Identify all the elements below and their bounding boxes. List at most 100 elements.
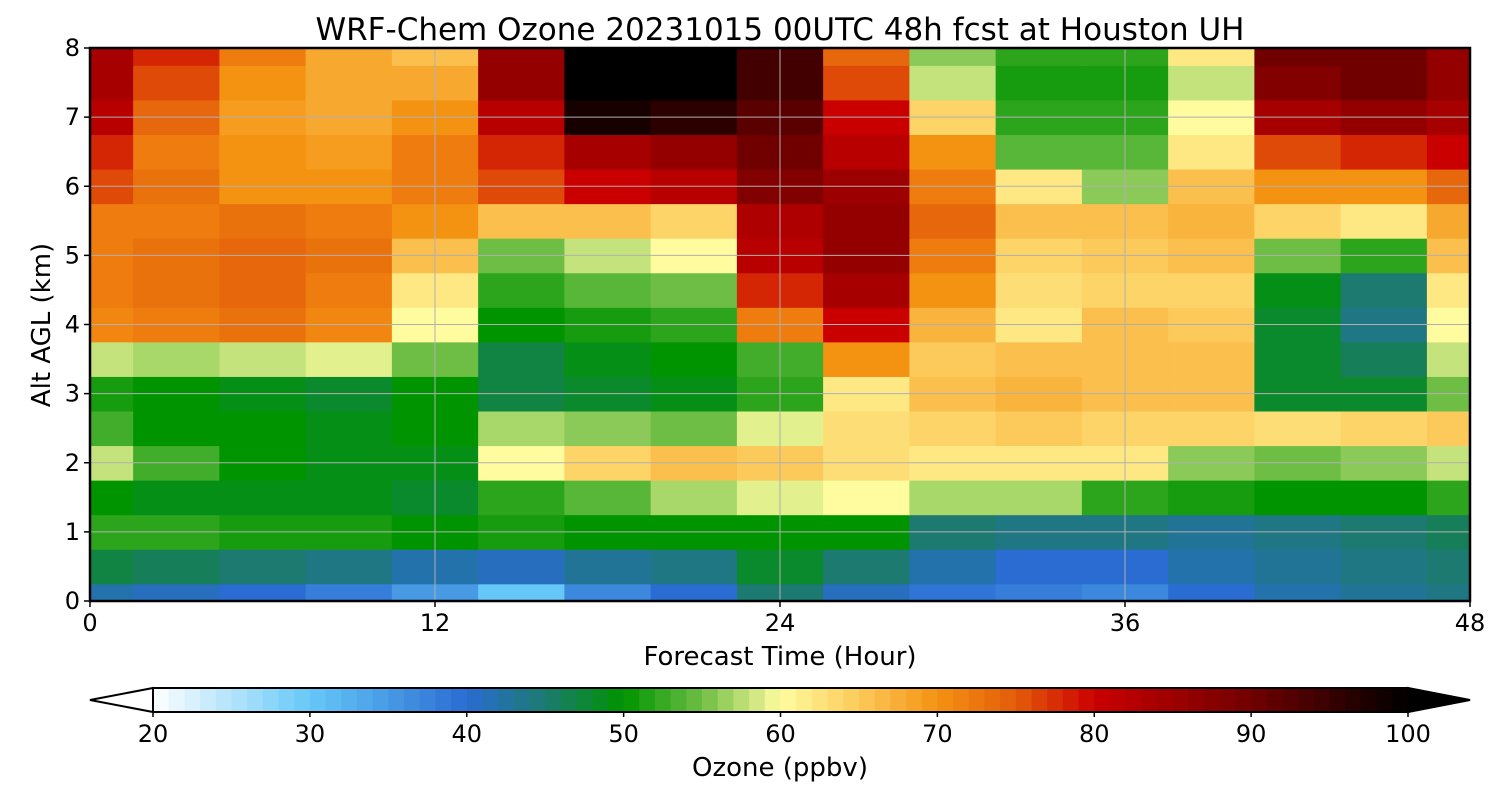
colorbar-swatch <box>733 688 750 712</box>
heatmap-cell <box>1340 480 1428 516</box>
colorbar-swatch <box>1345 688 1362 712</box>
heatmap-cell <box>1168 203 1255 239</box>
x-axis-ticks: 0 12 24 36 48 <box>82 601 1485 637</box>
heatmap-cell <box>219 48 307 66</box>
colorbar-swatch <box>1031 688 1048 712</box>
colorbar-swatch <box>1047 688 1064 712</box>
heatmap-cell <box>1168 272 1255 308</box>
colorbar-swatch <box>796 688 813 712</box>
colorbar-swatch <box>670 688 687 712</box>
colorbar-swatch <box>921 688 938 712</box>
heatmap-cell <box>1426 203 1471 239</box>
x-tick-label: 36 <box>1110 609 1141 637</box>
heatmap-cell <box>478 480 565 516</box>
heatmap-cell <box>133 480 220 516</box>
colorbar-swatch <box>247 688 264 712</box>
colorbar-swatch <box>1282 688 1299 712</box>
colorbar-swatch <box>1015 688 1032 712</box>
heatmap-cell <box>909 341 997 377</box>
heatmap-cell <box>995 65 1083 101</box>
x-axis-label: Forecast Time (Hour) <box>643 642 916 672</box>
colorbar-swatch <box>1298 688 1315 712</box>
colorbar-swatch <box>984 688 1001 712</box>
heatmap-cell <box>909 134 997 170</box>
heatmap-cell <box>219 272 307 308</box>
colorbar-swatch <box>639 688 656 712</box>
colorbar-swatch <box>545 688 562 712</box>
heatmap-cell <box>909 583 997 602</box>
colorbar-swatch <box>1109 688 1127 712</box>
heatmap-cell <box>909 410 997 447</box>
heatmap-cell <box>219 341 307 377</box>
colorbar-swatch <box>231 688 248 712</box>
heatmap-cell <box>478 549 565 585</box>
colorbar-swatch <box>906 688 923 712</box>
colorbar-swatch <box>451 688 468 712</box>
colorbar-swatch <box>466 688 483 712</box>
heatmap-cell <box>1340 134 1428 170</box>
heatmap-cell <box>1426 410 1471 447</box>
heatmap-cell <box>305 583 393 602</box>
x-tick-label: 0 <box>82 609 97 637</box>
y-tick-label: 4 <box>65 311 80 339</box>
heatmap-cell <box>564 583 652 602</box>
colorbar-swatch <box>153 688 170 712</box>
colorbar-swatch <box>1360 688 1378 712</box>
colorbar-swatch <box>749 688 766 712</box>
colorbar-tick-label: 90 <box>1236 720 1267 748</box>
heatmap-cell <box>1254 583 1342 602</box>
heatmap-cell <box>564 410 652 447</box>
colorbar-swatch <box>1266 688 1283 712</box>
x-tick-label: 48 <box>1455 609 1486 637</box>
heatmap-cell <box>823 480 910 516</box>
heatmap-cell <box>90 65 134 101</box>
heatmap-cell <box>564 272 652 308</box>
colorbar-swatch <box>1094 688 1111 712</box>
heatmap-cell <box>90 134 134 170</box>
heatmap-cell <box>1254 65 1342 101</box>
colorbar-swatch <box>529 688 546 712</box>
heatmap-cell <box>1340 549 1428 585</box>
heatmap-cell <box>995 341 1083 377</box>
heatmap-cell <box>564 203 652 239</box>
colorbar-swatch <box>435 688 452 712</box>
heatmap-cell <box>995 272 1083 308</box>
colorbar-swatch <box>827 688 844 712</box>
heatmap-cell <box>1254 410 1342 447</box>
colorbar-swatch <box>655 688 672 712</box>
colorbar-swatch <box>717 688 734 712</box>
colorbar-swatch <box>764 688 781 712</box>
heatmap-cell <box>1426 48 1471 66</box>
heatmap-cell <box>1426 272 1471 308</box>
heatmap-cell <box>650 203 738 239</box>
heatmap-cell <box>1168 480 1255 516</box>
y-tick-label: 1 <box>65 518 80 546</box>
heatmap-cell <box>133 583 220 602</box>
heatmap-cell <box>90 272 134 308</box>
colorbar-label: Ozone (ppbv) <box>692 753 868 783</box>
heatmap-cell <box>564 134 652 170</box>
heatmap-cell <box>219 583 307 602</box>
heatmap-cell <box>305 65 393 101</box>
colorbar-swatch <box>309 688 327 712</box>
heatmap-cell <box>305 341 393 377</box>
heatmap-cell <box>1426 583 1471 602</box>
heatmap-cell <box>650 65 738 101</box>
colorbar-swatch <box>607 688 625 712</box>
heatmap-cell <box>305 48 393 66</box>
colorbar-swatch <box>356 688 374 712</box>
heatmap-cell <box>823 48 910 66</box>
heatmap-cell <box>995 48 1083 66</box>
colorbar-swatch <box>513 688 530 712</box>
colorbar-swatch <box>1329 688 1346 712</box>
colorbar-swatch <box>1125 688 1142 712</box>
colorbar-swatch <box>388 688 405 712</box>
heatmap-cell <box>995 549 1083 585</box>
heatmap-cell <box>823 203 910 239</box>
heatmap-cell <box>478 341 565 377</box>
heatmap-cell <box>478 65 565 101</box>
colorbar-swatch <box>858 688 876 712</box>
heatmap-cell <box>909 65 997 101</box>
colorbar-swatch <box>482 688 499 712</box>
